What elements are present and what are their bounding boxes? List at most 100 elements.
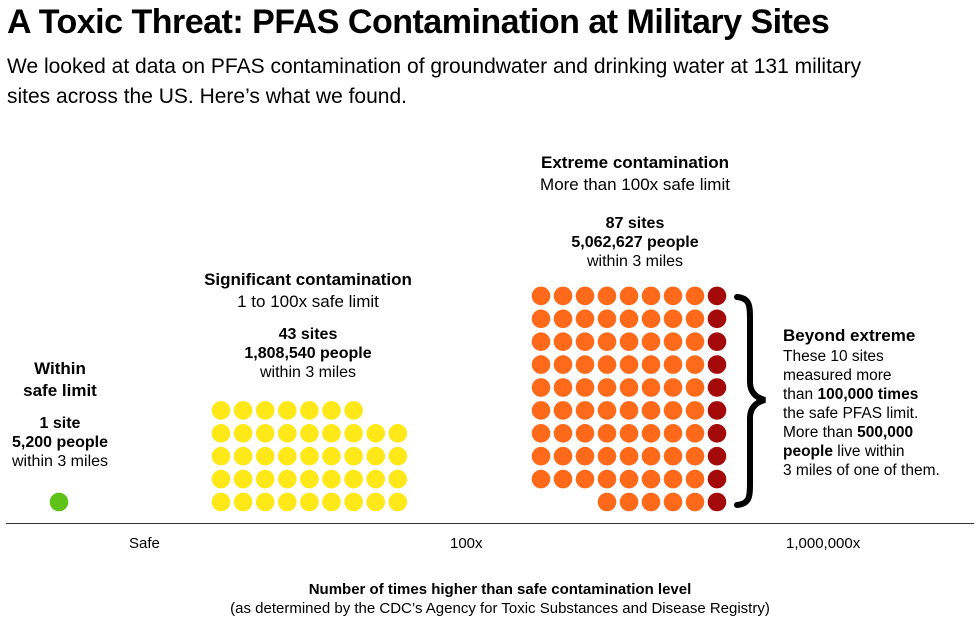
significant-site-dot (278, 424, 297, 443)
extreme-range: More than 100x safe limit (540, 175, 730, 194)
extreme-site-dot (531, 355, 551, 374)
extreme-site-dot (531, 469, 551, 489)
x-tick-100x: 100x (450, 535, 483, 552)
chart-title: A Toxic Threat: PFAS Contamination at Mi… (7, 3, 830, 41)
significant-site-dot (300, 469, 319, 489)
significant-site-dot (300, 492, 319, 512)
extreme-site-dot (575, 469, 595, 489)
beyond-extreme-site-dot (707, 309, 727, 329)
beyond-line-7: 3 miles of one of them. (783, 462, 940, 479)
extreme-site-dot (553, 469, 573, 489)
extreme-site-dot (619, 309, 639, 329)
extreme-site-dot (641, 286, 661, 306)
extreme-site-dot (619, 286, 639, 306)
safe-radius: within 3 miles (11, 453, 109, 470)
extreme-site-dot (663, 469, 683, 489)
extreme-site-dot (619, 424, 639, 443)
significant-site-dot (344, 424, 363, 443)
significant-site-dot (366, 492, 386, 512)
beyond-extreme-site-dot (707, 424, 727, 443)
beyond-extreme-site-dot (707, 378, 727, 397)
significant-site-dot (366, 446, 386, 466)
extreme-site-dot (685, 401, 705, 420)
extreme-site-dot (619, 378, 639, 397)
significant-range: 1 to 100x safe limit (237, 292, 379, 311)
significant-site-dot (211, 446, 231, 466)
extreme-site-dot (553, 332, 573, 352)
extreme-site-dot (531, 446, 551, 466)
extreme-site-dot (619, 446, 639, 466)
extreme-site-dot (663, 309, 683, 329)
extreme-site-dot (685, 355, 705, 374)
beyond-brace (734, 294, 766, 508)
significant-site-dot (366, 469, 386, 489)
extreme-site-dot (685, 332, 705, 352)
extreme-site-dot (685, 286, 705, 306)
significant-site-dot (255, 401, 275, 420)
extreme-site-dot (619, 332, 639, 352)
extreme-site-dot (531, 424, 551, 443)
extreme-site-dot (553, 378, 573, 397)
significant-site-dot (255, 469, 275, 489)
extreme-site-dot (663, 355, 683, 374)
beyond-extreme-site-dot (707, 469, 727, 489)
safe-heading-2: safe limit (23, 381, 97, 400)
beyond-extreme-annotation: Beyond extreme These 10 sites measured m… (783, 325, 940, 480)
extreme-site-dot (575, 446, 595, 466)
significant-site-dot (233, 446, 253, 466)
extreme-people: 5,062,627 people (571, 234, 699, 251)
extreme-site-dot (531, 286, 551, 306)
beyond-extreme-site-dot (707, 446, 727, 466)
significant-radius: within 3 miles (259, 364, 357, 381)
safe-heading-1: Within (34, 359, 86, 378)
significant-site-dot (255, 424, 275, 443)
significant-site-dot (211, 424, 231, 443)
beyond-extreme-site-dot (707, 355, 727, 374)
extreme-site-dot (553, 424, 573, 443)
extreme-site-dot (575, 401, 595, 420)
significant-site-dot (344, 492, 363, 512)
significant-site-dot (211, 401, 231, 420)
extreme-site-dot (641, 332, 661, 352)
extreme-site-dot (641, 309, 661, 329)
extreme-site-dot (575, 355, 595, 374)
extreme-site-dot (641, 355, 661, 374)
beyond-line-6: people live within (783, 443, 905, 460)
extreme-site-dot (597, 492, 617, 512)
significant-group-label: Significant contamination 1 to 100x safe… (158, 269, 458, 382)
extreme-site-dot (663, 446, 683, 466)
extreme-site-dot (553, 401, 573, 420)
extreme-site-dot (663, 378, 683, 397)
safe-site-dot (49, 492, 69, 512)
extreme-site-dot (553, 309, 573, 329)
extreme-site-dot (597, 401, 617, 420)
significant-site-dot (300, 424, 319, 443)
significant-site-dot (278, 446, 297, 466)
extreme-site-dot (685, 469, 705, 489)
beyond-line-5: More than 500,000 (783, 424, 914, 441)
extreme-site-dot (597, 309, 617, 329)
significant-site-dot (233, 492, 253, 512)
extreme-site-dot (685, 424, 705, 443)
extreme-site-dot (663, 492, 683, 512)
extreme-site-dot (641, 492, 661, 512)
extreme-site-dot (663, 332, 683, 352)
extreme-site-dot (641, 401, 661, 420)
significant-site-dot (322, 401, 341, 420)
extreme-sites: 87 sites (605, 215, 665, 232)
significant-site-dot (366, 424, 386, 443)
significant-site-dot (344, 401, 363, 420)
significant-site-dot (278, 469, 297, 489)
significant-site-dot (322, 446, 341, 466)
extreme-site-dot (685, 492, 705, 512)
significant-site-dot (233, 401, 253, 420)
chart-subtitle: We looked at data on PFAS contamination … (7, 55, 862, 108)
x-axis-title-main: Number of times higher than safe contami… (308, 581, 692, 598)
significant-people: 1,808,540 people (244, 345, 372, 362)
significant-sites: 43 sites (278, 326, 338, 343)
significant-site-dot (388, 446, 408, 466)
significant-site-dot (388, 492, 408, 512)
significant-site-dot (278, 401, 297, 420)
x-axis-line (6, 523, 974, 524)
